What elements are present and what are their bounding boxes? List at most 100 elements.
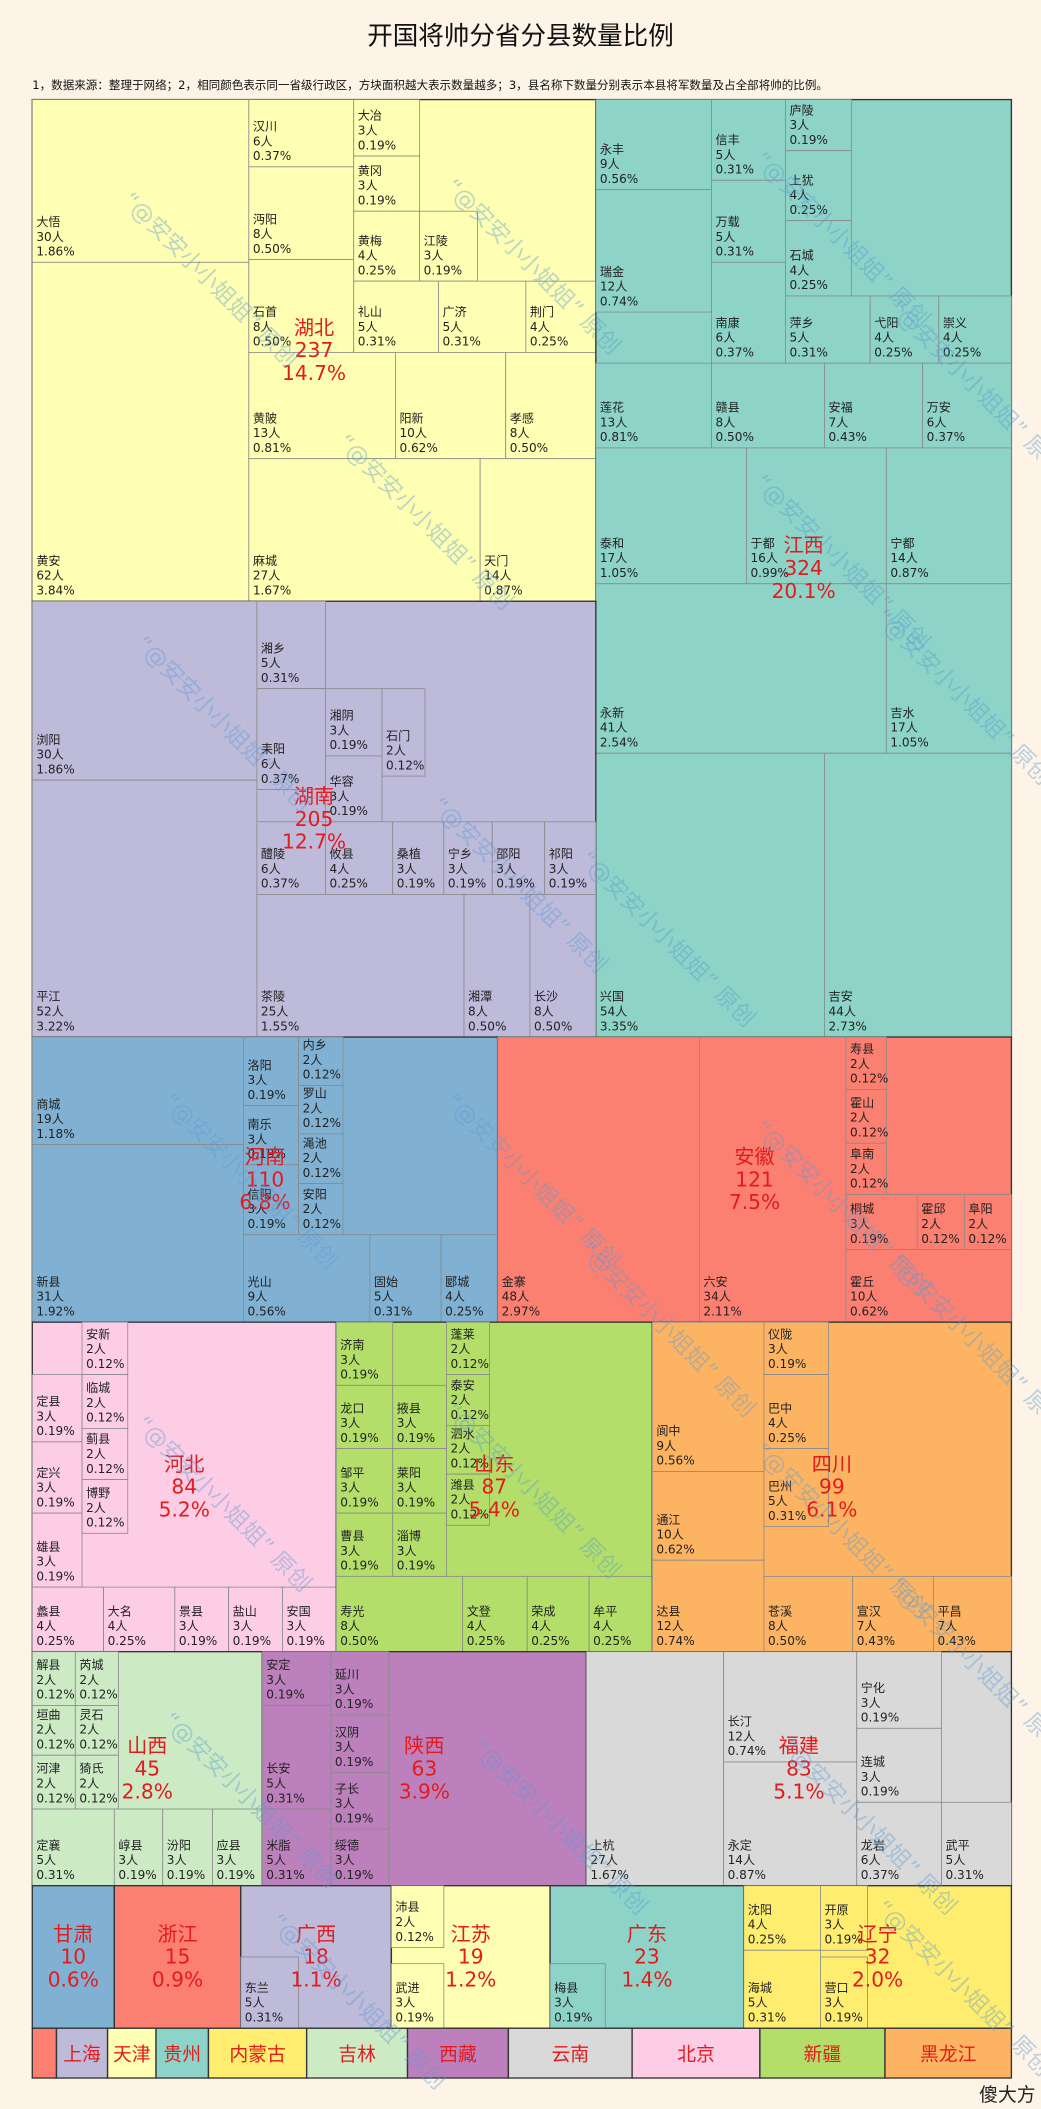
county-count: 2人 (303, 1101, 323, 1115)
county-share: 0.19% (850, 1232, 888, 1246)
county-count: 3人 (861, 1770, 881, 1784)
county-share: 0.25% (36, 1634, 74, 1648)
county-share: 0.74% (656, 1634, 694, 1648)
small-province-box (884, 2027, 1013, 2079)
county-count: 3人 (247, 1132, 267, 1146)
county-name: 永定 (728, 1837, 752, 1852)
county-count: 9人 (600, 157, 620, 171)
county-block (298, 1183, 344, 1236)
province-count: 63 (412, 1756, 438, 1780)
county-block (922, 362, 1012, 449)
county-name: 永新 (600, 705, 624, 720)
county-name: 泗水 (451, 1427, 475, 1441)
county-block (723, 1651, 858, 1763)
county-name: 芮城 (79, 1658, 103, 1672)
county-count: 3人 (340, 1481, 360, 1495)
chart-subtitle: 1，数据来源：整理于网络；2，相同颜色表示同一省级行政区，方块面积越大表示数量越… (32, 78, 828, 92)
province-name: 湖南 (294, 784, 334, 808)
county-share: 0.19% (395, 2011, 433, 2025)
province-share: 1.4% (621, 1968, 672, 1992)
county-name: 崇义 (943, 316, 967, 330)
county-share: 0.19% (448, 877, 486, 891)
county-name: 莱阳 (397, 1466, 421, 1480)
province-count: 99 (819, 1475, 845, 1499)
county-count: 5人 (245, 1996, 265, 2010)
county-share: 0.25% (789, 203, 827, 217)
county-share: 0.19% (335, 1755, 373, 1769)
county-block (392, 1512, 447, 1577)
county-share: 0.50% (768, 1634, 806, 1648)
county-name: 萍乡 (789, 316, 813, 330)
county-count: 4人 (467, 1619, 487, 1633)
county-block (31, 779, 258, 1038)
treemap: 大悟30人1.86%黄安62人3.84%汉川6人0.37%沔阳8人0.50%石首… (31, 98, 1013, 2079)
county-count: 4人 (768, 1416, 788, 1430)
county-block (325, 821, 394, 895)
county-share: 0.19% (424, 263, 462, 277)
county-name: 宁化 (861, 1680, 885, 1695)
county-count: 3人 (340, 1353, 360, 1367)
county-count: 2人 (386, 744, 406, 758)
county-count: 8人 (510, 426, 530, 440)
county-share: 0.19% (118, 1868, 156, 1882)
province-count: 32 (865, 1945, 891, 1969)
county-share: 0.12% (451, 1408, 489, 1422)
county-count: 3人 (397, 1544, 417, 1558)
county-share: 0.12% (86, 1357, 124, 1371)
county-count: 8人 (253, 227, 273, 241)
county-share: 0.74% (600, 294, 638, 308)
county-count: 4人 (530, 320, 550, 334)
county-name: 庐陵 (789, 102, 813, 117)
province-count: 110 (246, 1167, 284, 1191)
county-share: 0.19% (861, 1711, 899, 1725)
province-share: 14.7% (282, 361, 346, 385)
province-name: 广西 (296, 1922, 336, 1946)
county-count: 5人 (374, 1290, 394, 1304)
county-name: 大冶 (358, 109, 382, 123)
county-block (31, 261, 250, 602)
county-name: 信丰 (716, 133, 740, 147)
county-name: 营口 (824, 1981, 848, 1995)
county-share: 0.19% (36, 1424, 74, 1438)
county-count: 5人 (716, 148, 736, 162)
county-name: 沈阳 (748, 1902, 772, 1917)
county-count: 5人 (358, 320, 378, 334)
county-share: 0.19% (247, 1147, 285, 1161)
small-province-box (305, 2027, 409, 2079)
county-count: 8人 (468, 1004, 488, 1018)
county-name: 灵石 (79, 1708, 103, 1722)
county-count: 2人 (79, 1673, 99, 1687)
county-count: 2人 (86, 1501, 106, 1515)
county-block (885, 447, 1012, 585)
county-count: 3人 (36, 1481, 56, 1495)
county-share: 0.12% (968, 1232, 1006, 1246)
county-name: 于都 (750, 536, 774, 550)
county-share: 0.31% (716, 163, 754, 177)
county-count: 4人 (445, 1290, 465, 1304)
county-count: 5人 (789, 331, 809, 345)
county-share: 0.25% (445, 1304, 483, 1318)
county-block (330, 1828, 390, 1887)
small-province-name: 天津 (113, 2044, 151, 2066)
province-share: 2.0% (852, 1968, 903, 1992)
county-block (711, 99, 786, 181)
county-name: 解县 (36, 1658, 60, 1672)
county-count: 41人 (600, 721, 627, 735)
county-name: 浏阳 (36, 733, 60, 747)
county-name: 洛阳 (247, 1057, 271, 1072)
county-count: 2人 (79, 1723, 99, 1737)
county-share: 0.19% (768, 1357, 806, 1371)
county-name: 大悟 (36, 214, 60, 229)
county-name: 阜阳 (968, 1201, 992, 1216)
county-block (743, 1885, 821, 1951)
province-count: 324 (784, 556, 822, 580)
county-count: 2人 (451, 1342, 471, 1356)
county-share: 0.19% (824, 1933, 862, 1947)
county-name: 沔阳 (253, 212, 277, 226)
county-count: 12人 (656, 1619, 683, 1633)
county-block (330, 1772, 390, 1830)
county-name: 平昌 (937, 1604, 961, 1618)
county-share: 0.50% (510, 441, 548, 455)
county-count: 30人 (36, 230, 63, 244)
county-block (845, 1249, 1012, 1323)
